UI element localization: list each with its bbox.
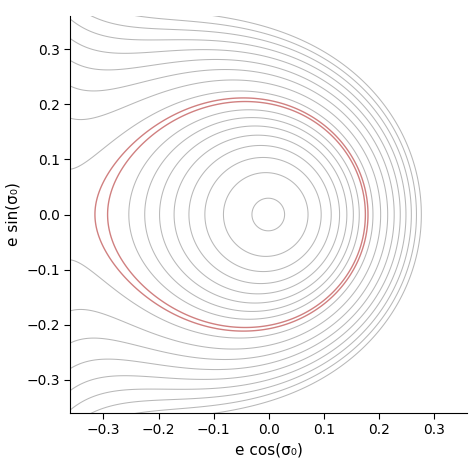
X-axis label: e cos(σ₀): e cos(σ₀)	[235, 443, 302, 458]
Y-axis label: e sin(σ₀): e sin(σ₀)	[6, 182, 21, 246]
